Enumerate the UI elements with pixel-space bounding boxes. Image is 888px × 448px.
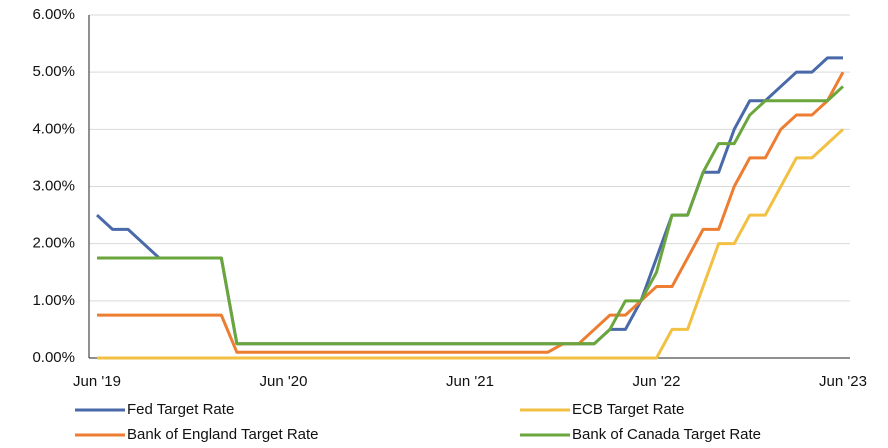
y-tick-label: 2.00%: [32, 235, 75, 252]
x-tick-label: Jun '21: [446, 373, 494, 390]
y-tick-label: 5.00%: [32, 63, 75, 80]
legend-label: Bank of England Target Rate: [127, 426, 319, 443]
x-tick-label: Jun '20: [260, 373, 308, 390]
y-tick-label: 4.00%: [32, 120, 75, 137]
x-tick-label: Jun '22: [633, 373, 681, 390]
legend-label: Fed Target Rate: [127, 401, 234, 418]
series-line: [97, 71, 845, 354]
y-tick-label: 3.00%: [32, 177, 75, 194]
y-tick-label: 0.00%: [32, 349, 75, 366]
y-tick-label: 1.00%: [32, 292, 75, 309]
legend-label: ECB Target Rate: [572, 401, 684, 418]
legend-label: Bank of Canada Target Rate: [572, 426, 761, 443]
series-line: [97, 85, 845, 346]
x-tick-label: Jun '23: [819, 373, 867, 390]
x-tick-label: Jun '19: [73, 373, 121, 390]
y-tick-label: 6.00%: [32, 6, 75, 23]
series-line: [97, 128, 845, 360]
